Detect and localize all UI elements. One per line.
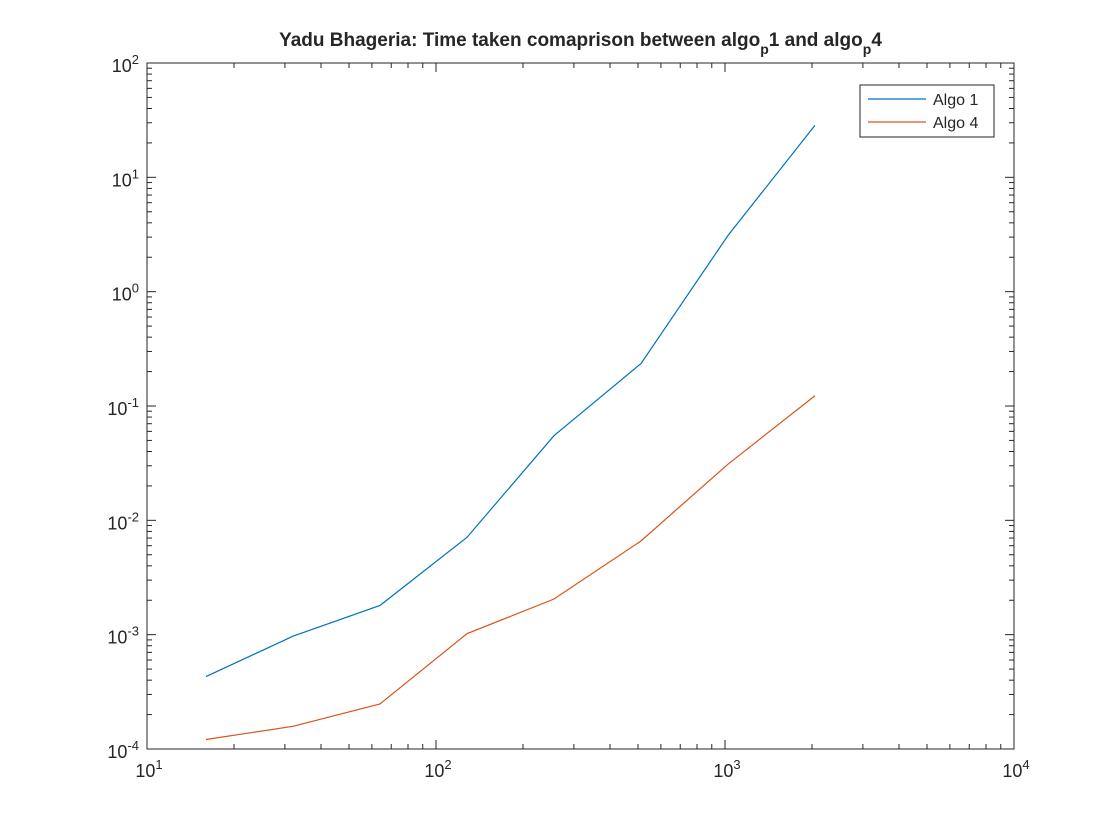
y-tick-label: 10-1: [107, 395, 139, 419]
x-tick-labels: 101 102 103 104: [135, 757, 1029, 781]
plot-area: [147, 63, 1014, 749]
series-line-2: [205, 395, 816, 741]
axes-box: [146, 62, 1015, 750]
y-tick-label: 102: [112, 52, 139, 76]
legend: Algo 1 Algo 4: [859, 84, 995, 138]
x-tick-label: 104: [1002, 757, 1029, 781]
series-line-1: [205, 124, 816, 678]
legend-box: [859, 84, 995, 138]
series-layer: [205, 124, 816, 741]
minor-ticks: [147, 63, 1014, 749]
legend-label-1: Algo 1: [933, 92, 978, 109]
x-tick-label: 102: [424, 757, 451, 781]
y-tick-labels: 10-4 10-3 10-2 10-1 100 101 102: [107, 52, 139, 762]
y-tick-label: 100: [112, 281, 139, 305]
y-tick-label: 10-3: [107, 624, 139, 648]
y-tick-label: 101: [112, 166, 139, 190]
y-tick-label: 10-4: [107, 738, 139, 762]
legend-label-2: Algo 4: [933, 115, 978, 132]
y-tick-label: 10-2: [107, 509, 139, 533]
x-tick-label: 101: [135, 757, 162, 781]
chart-title: Yadu Bhageria: Time taken comaprison bet…: [279, 30, 882, 57]
x-tick-label: 103: [713, 757, 740, 781]
